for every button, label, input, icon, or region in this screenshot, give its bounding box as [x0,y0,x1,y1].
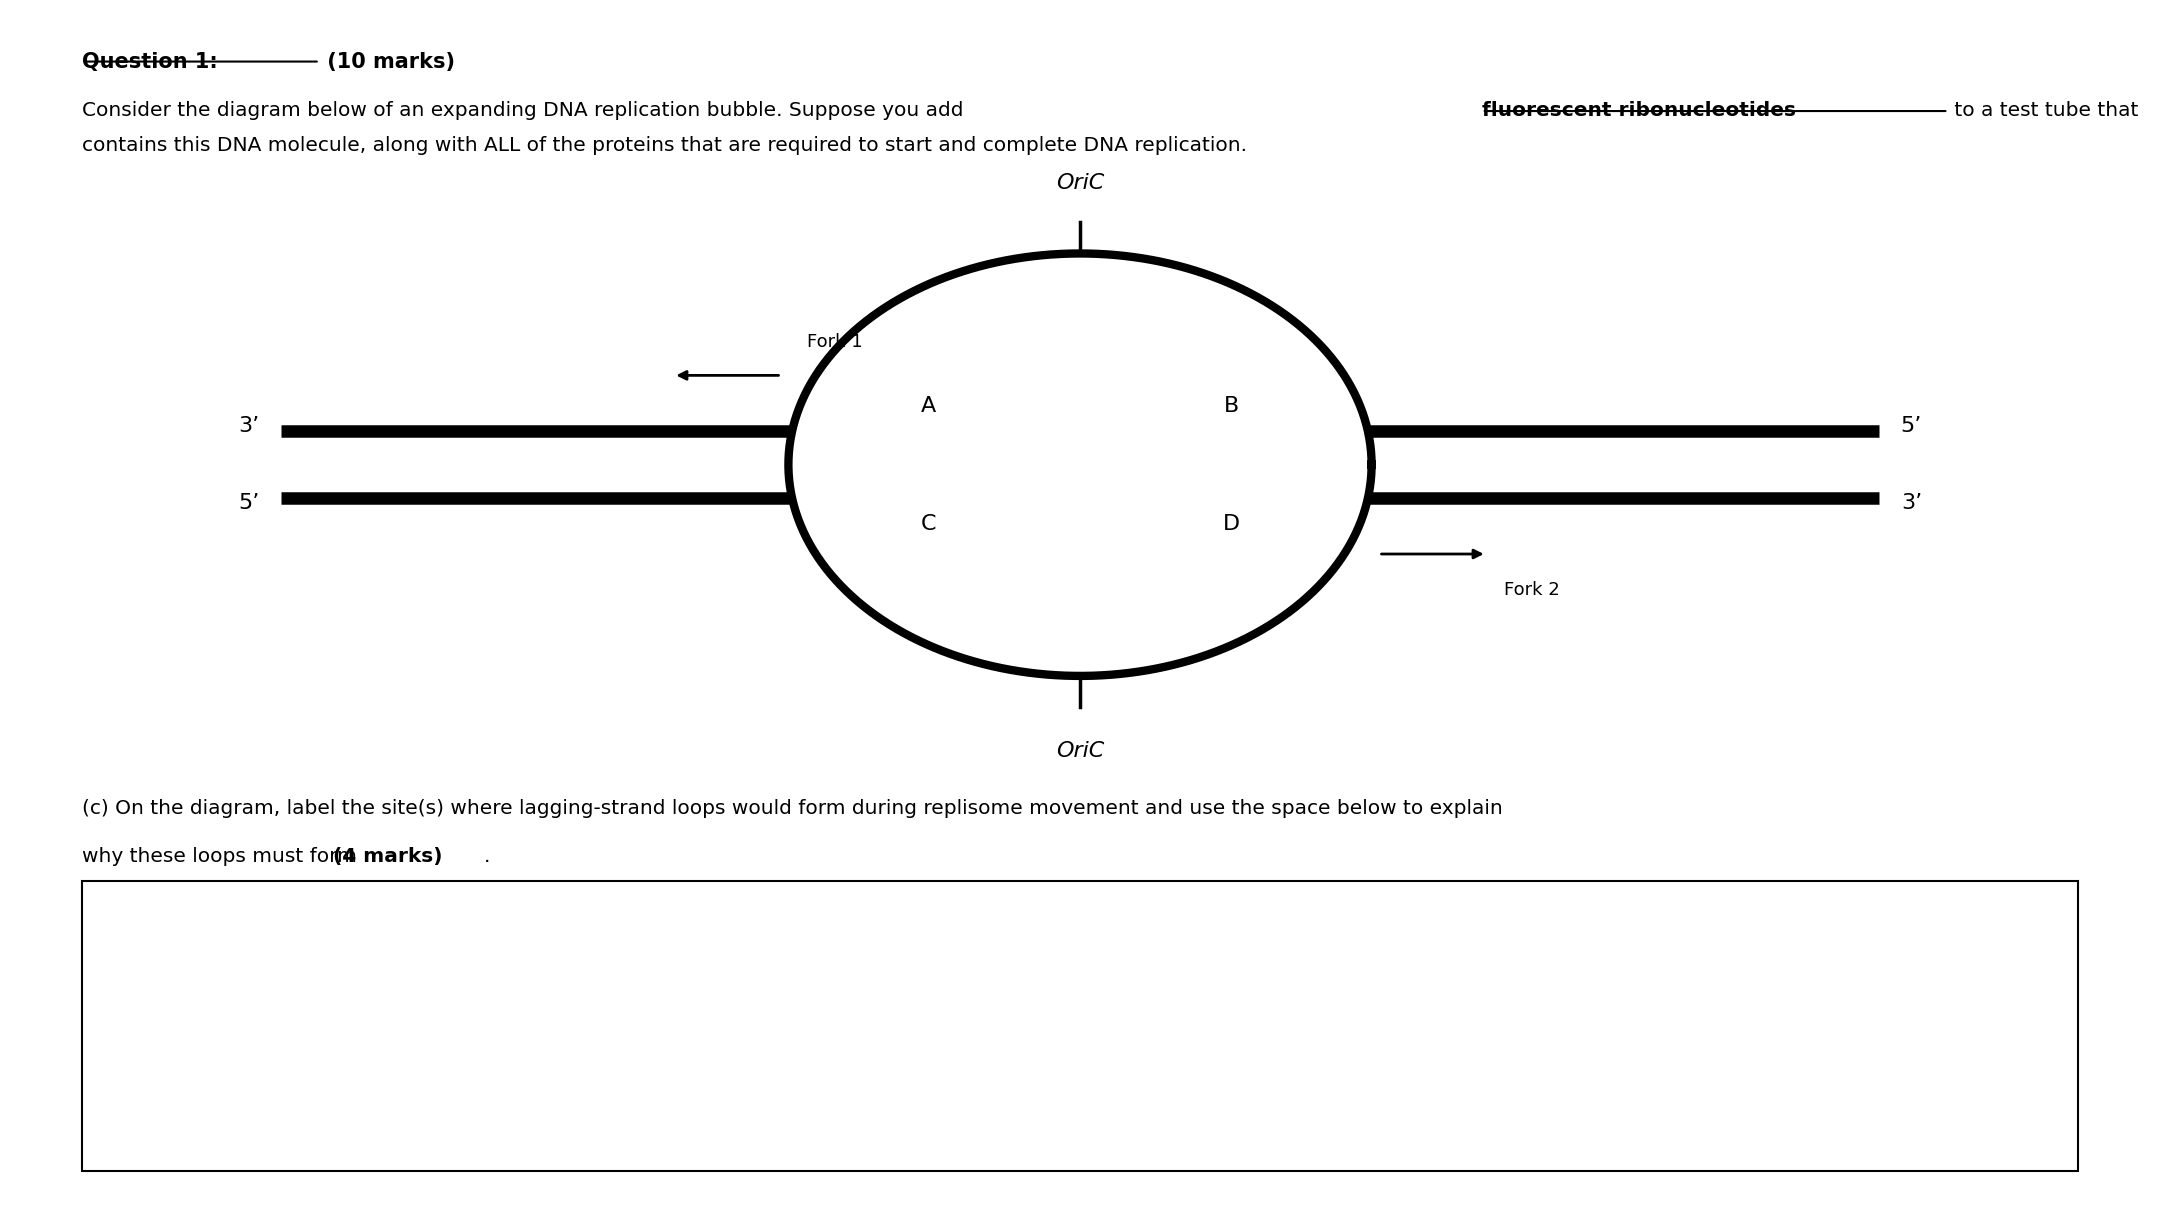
Text: 5’: 5’ [1901,416,1922,436]
Text: D: D [1223,514,1240,533]
Text: fluorescent ribonucleotides: fluorescent ribonucleotides [1482,101,1795,121]
Text: A: A [920,396,935,415]
Text: Consider the diagram below of an expanding DNA replication bubble. Suppose you a: Consider the diagram below of an expandi… [82,101,970,121]
Text: Question 1:: Question 1: [82,52,218,72]
Text: 3’: 3’ [1901,494,1922,513]
Text: B: B [1225,396,1240,415]
FancyBboxPatch shape [82,881,2078,1171]
Text: (c) On the diagram, label the site(s) where lagging-strand loops would form duri: (c) On the diagram, label the site(s) wh… [82,799,1503,818]
Text: OriC: OriC [1056,173,1104,193]
Text: C: C [920,514,935,533]
Text: (10 marks): (10 marks) [320,52,456,72]
Text: Fork 2: Fork 2 [1503,581,1560,599]
Text: contains this DNA molecule, along with ALL of the proteins that are required to : contains this DNA molecule, along with A… [82,136,1246,156]
Text: (4 marks): (4 marks) [333,847,443,867]
Text: why these loops must form: why these loops must form [82,847,363,867]
Text: OriC: OriC [1056,741,1104,762]
Text: to a test tube that: to a test tube that [1948,101,2138,121]
Text: 5’: 5’ [238,494,259,513]
Text: Fork 1: Fork 1 [808,333,862,351]
Text: 3’: 3’ [238,416,259,436]
Text: .: . [484,847,490,867]
